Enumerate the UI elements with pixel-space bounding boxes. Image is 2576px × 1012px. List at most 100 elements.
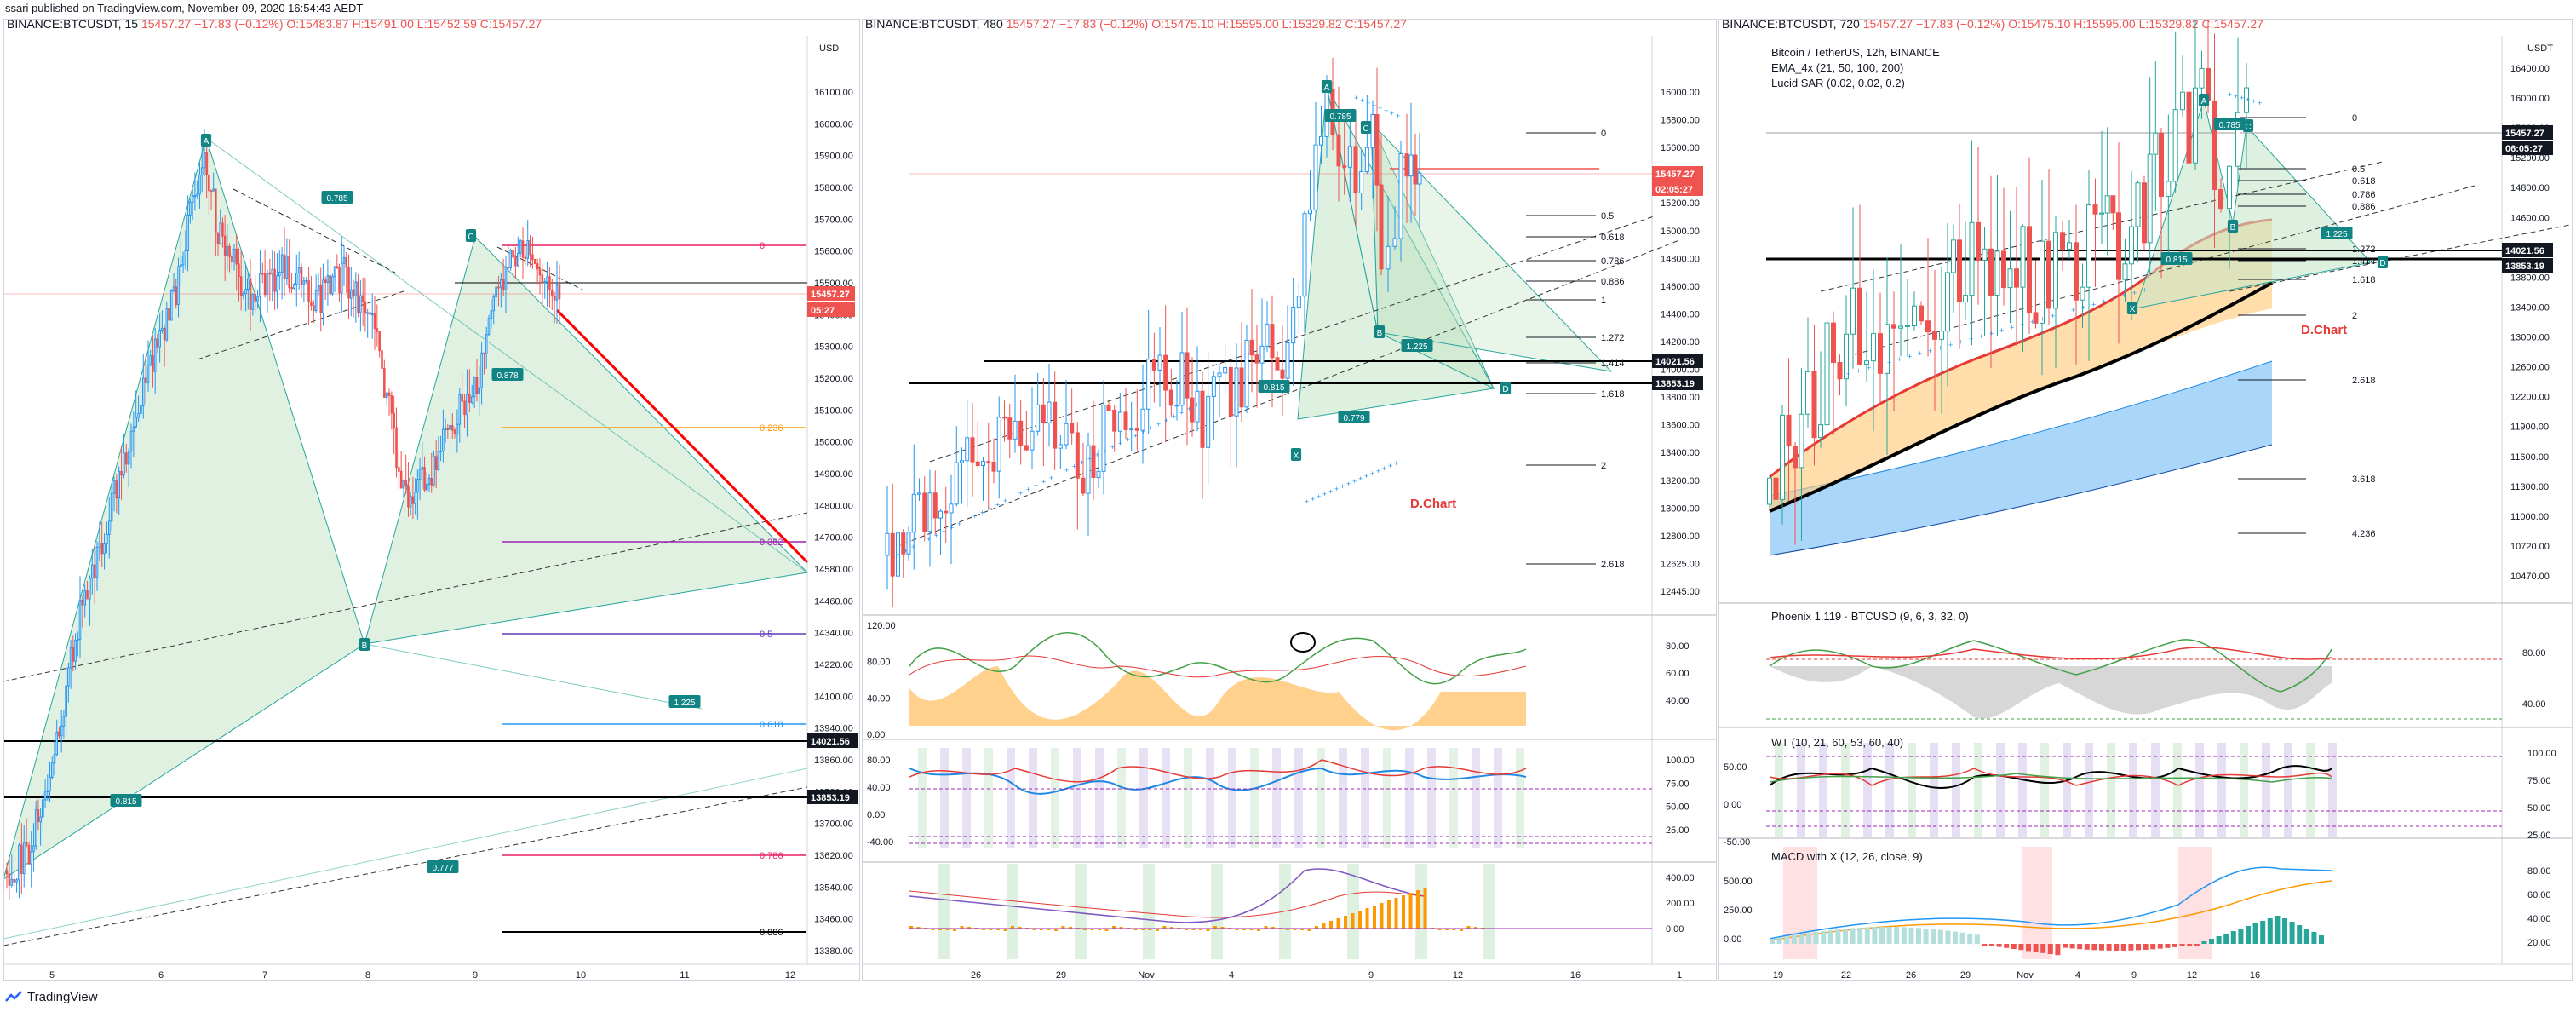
pattern-label-text: 0.815 bbox=[1263, 383, 1284, 393]
candle-body bbox=[514, 256, 517, 267]
candle-body bbox=[50, 762, 54, 779]
y-tick-label: 10470.00 bbox=[2510, 572, 2550, 582]
osc3-histogram-bar bbox=[1061, 926, 1065, 929]
ind2-bar bbox=[1974, 743, 1982, 837]
price-chart[interactable]: 16000.0015800.0015600.0015400.0015200.00… bbox=[862, 19, 1717, 981]
tradingview-logo[interactable]: TradingView bbox=[5, 990, 98, 1004]
candle-body bbox=[376, 328, 379, 332]
candle-body bbox=[521, 240, 525, 258]
candle-body bbox=[1313, 144, 1318, 210]
macd-histogram-bar bbox=[2172, 944, 2177, 947]
chart-panel-left[interactable]: BINANCE:BTCUSDT, 15 15457.27 −17.83 (−0.… bbox=[3, 17, 860, 981]
y-tick-label: 10720.00 bbox=[2510, 542, 2550, 552]
y-tick-label: 80.00 bbox=[2522, 648, 2546, 658]
macd-histogram-bar bbox=[1791, 934, 1797, 944]
chart-panel-right[interactable]: BINANCE:BTCUSDT, 720 15457.27 −17.83 (−0… bbox=[1718, 17, 2573, 981]
sar-dot: + bbox=[2061, 309, 2065, 318]
y-tick-label: 14600.00 bbox=[2510, 213, 2550, 223]
x-tick-label: Nov bbox=[2017, 970, 2034, 980]
candle-body bbox=[244, 288, 247, 295]
indicator-title: Phoenix 1.119 · BTCUSD (9, 6, 3, 32, 0) bbox=[1771, 610, 1969, 623]
panel-title: BINANCE:BTCUSDT, 720 15457.27 −17.83 (−0… bbox=[1722, 17, 2263, 31]
pattern-ratio-label: 0.878 bbox=[491, 368, 524, 381]
y-axis: 16000.0015800.0015600.0015400.0015200.00… bbox=[1661, 88, 1700, 597]
y-tick-label: 60.00 bbox=[2527, 890, 2551, 900]
ind2-bar bbox=[1863, 743, 1872, 837]
candle-body bbox=[8, 873, 11, 886]
candle-body bbox=[1850, 287, 1856, 335]
sar-dot: + bbox=[965, 516, 969, 525]
candle-body bbox=[1013, 420, 1018, 440]
candle-body bbox=[203, 152, 206, 169]
pattern-label-text: 0.815 bbox=[115, 797, 136, 807]
fib-level-label: 0.786 bbox=[760, 851, 783, 861]
osc2-bar bbox=[1383, 748, 1391, 848]
ema-line bbox=[1769, 360, 2273, 497]
candle-body bbox=[1342, 165, 1347, 168]
candle-body bbox=[60, 725, 63, 737]
candle-body bbox=[407, 486, 410, 508]
price-chart[interactable]: USD 16100.00 16000.00 15900.00 15800.00 15700… bbox=[3, 19, 860, 981]
candle-body bbox=[278, 272, 281, 277]
y-tick-label: 25.00 bbox=[1666, 825, 1690, 836]
ind3-band bbox=[2022, 847, 2052, 959]
sar-dot: + bbox=[2112, 295, 2116, 303]
price-tag-label: 06:05:27 bbox=[2505, 144, 2543, 154]
y-tick-label: 14580.00 bbox=[814, 565, 853, 575]
candle-body bbox=[2227, 165, 2232, 210]
osc3-histogram-bar bbox=[1402, 895, 1405, 929]
candle-body bbox=[1275, 357, 1280, 371]
candle-body bbox=[1898, 325, 1903, 329]
candle-body bbox=[1932, 331, 1937, 340]
macd-histogram-bar bbox=[2077, 944, 2083, 950]
y-tick-label: 15200.00 bbox=[814, 374, 853, 384]
chart-panel-middle[interactable]: BINANCE:BTCUSDT, 480 15457.27 −17.83 (−0… bbox=[862, 17, 1717, 981]
osc3-histogram-bar bbox=[1191, 929, 1196, 930]
y-tick-label: 13600.00 bbox=[1661, 421, 1700, 431]
sar-dot: + bbox=[1095, 451, 1099, 459]
y-tick-label: 250.00 bbox=[1724, 906, 1753, 916]
osc3-histogram-bar bbox=[1011, 926, 1014, 929]
osc2-bar bbox=[1472, 748, 1480, 848]
panel-title: BINANCE:BTCUSDT, 15 15457.27 −17.83 (−0.… bbox=[7, 17, 542, 31]
x-tick-label: Nov bbox=[1138, 970, 1155, 980]
ind3-band bbox=[2178, 847, 2212, 959]
osc3-histogram-bar bbox=[1293, 929, 1297, 930]
channel-line bbox=[1820, 161, 2384, 292]
osc2-bar bbox=[1427, 748, 1436, 848]
candle-body bbox=[390, 394, 393, 414]
price-tag: 13853.19 bbox=[807, 790, 858, 804]
candle-body bbox=[261, 273, 264, 275]
osc2-bar bbox=[1139, 748, 1148, 848]
fib-level-label: 1.618 bbox=[2352, 275, 2376, 285]
fib-level-label: 2 bbox=[1601, 461, 1606, 471]
candle-body bbox=[350, 289, 353, 299]
candle-body bbox=[516, 252, 519, 267]
price-chart[interactable]: USDT16400.0016000.0015600.0015200.001480… bbox=[1718, 19, 2573, 981]
zoom-button bbox=[883, 980, 892, 981]
macd-histogram-bar bbox=[1799, 934, 1804, 944]
sar-dot: + bbox=[2051, 312, 2055, 320]
macd-histogram-bar bbox=[2099, 944, 2104, 951]
x-tick-label: 12 bbox=[1453, 970, 1463, 980]
indicator-title: WT (10, 21, 60, 53, 60, 40) bbox=[1771, 736, 1904, 749]
osc3-histogram-bar bbox=[996, 929, 1000, 930]
macd-histogram-bar bbox=[2011, 944, 2017, 949]
y-tick-label: 0.00 bbox=[1724, 934, 1741, 945]
macd-histogram-bar bbox=[1967, 934, 1973, 944]
y-tick-label: 14100.00 bbox=[814, 692, 853, 702]
fib-level-label: 1.414 bbox=[1601, 359, 1625, 369]
pattern-label-text: D bbox=[2379, 259, 2385, 268]
candle-body bbox=[322, 279, 324, 314]
sar-dot: + bbox=[2081, 303, 2085, 312]
price-tag-label: 14021.56 bbox=[2505, 246, 2544, 256]
macd-histogram-bar bbox=[1959, 932, 1965, 944]
candle-body bbox=[242, 293, 245, 296]
candle-body bbox=[1786, 414, 1792, 447]
candle-body bbox=[519, 240, 522, 254]
candle-body bbox=[2099, 212, 2104, 215]
price-tag-label: 15457.27 bbox=[811, 290, 850, 300]
sar-dot: + bbox=[1370, 469, 1374, 478]
candle-body bbox=[1163, 354, 1168, 391]
osc3-histogram-bar bbox=[1416, 890, 1420, 929]
